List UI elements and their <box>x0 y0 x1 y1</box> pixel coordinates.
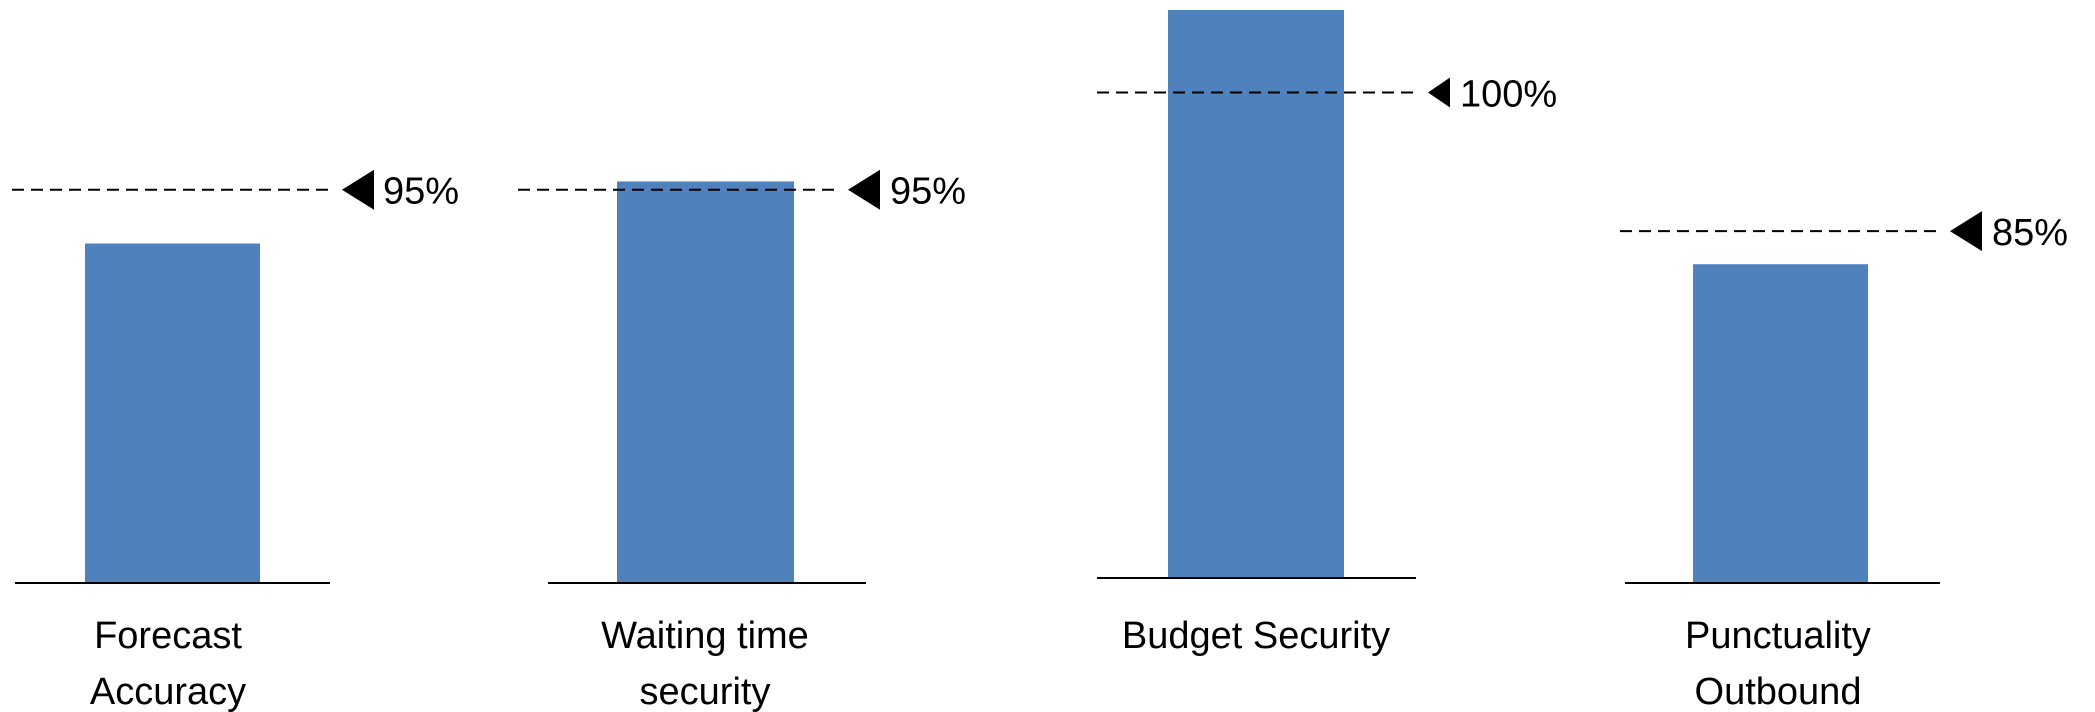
category-label: Outbound <box>1695 671 1862 712</box>
category-label: Accuracy <box>90 671 246 712</box>
category-label: Punctuality <box>1685 615 1871 657</box>
kpi-panel-1: 95% Forecast Accuracy <box>12 169 459 712</box>
target-label: 95% <box>383 171 459 213</box>
target-label: 95% <box>890 171 966 213</box>
target-marker-icon <box>1950 211 1982 252</box>
target-marker-icon <box>1428 77 1450 108</box>
category-label: Waiting time <box>601 615 809 657</box>
target-marker-icon <box>848 169 880 210</box>
category-label: security <box>640 671 771 712</box>
category-label: Forecast <box>94 615 242 657</box>
kpi-panel-3: 100% Budget Security <box>1097 10 1557 657</box>
target-label: 100% <box>1460 74 1557 116</box>
bar <box>617 181 794 584</box>
category-label: Budget Security <box>1122 615 1390 657</box>
target-label: 85% <box>1992 212 2068 254</box>
kpi-panel-4: 85% Punctuality Outbound <box>1620 211 2068 712</box>
bar <box>1693 264 1868 583</box>
bar <box>1168 10 1344 578</box>
kpi-panel-2: 95% Waiting time security <box>518 169 966 712</box>
target-marker-icon <box>342 169 374 210</box>
bar <box>85 243 260 583</box>
